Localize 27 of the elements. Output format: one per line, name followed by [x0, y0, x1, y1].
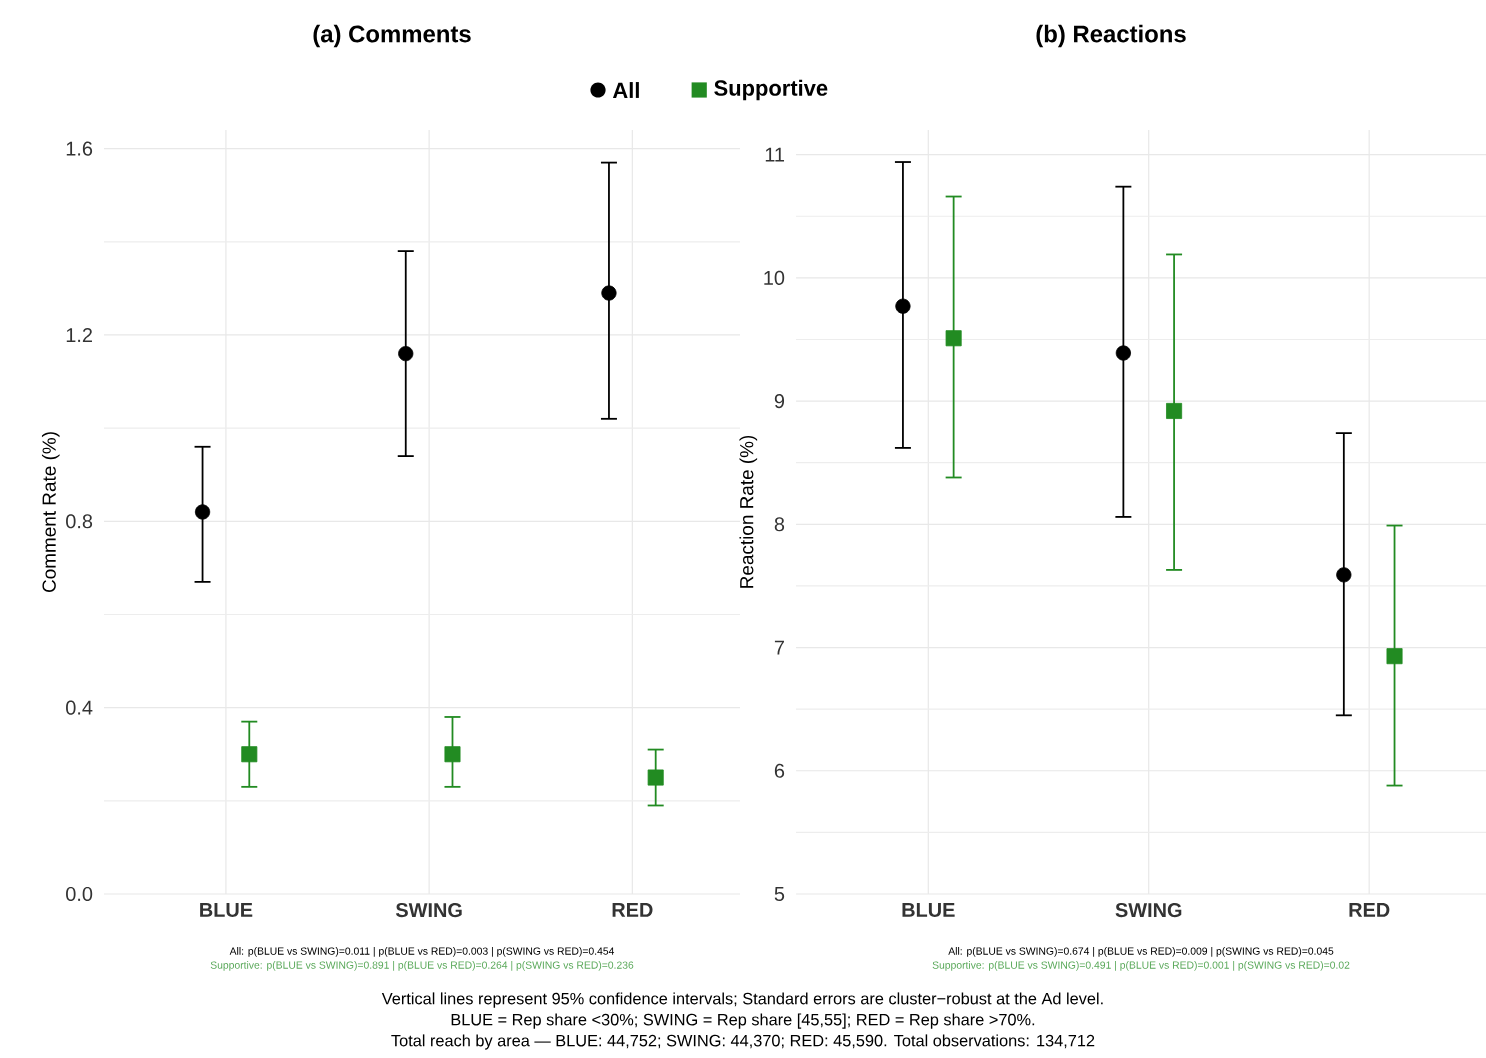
- x-tick-label: SWING: [1115, 903, 1182, 918]
- y-tick-label: 7: [774, 640, 784, 655]
- y-tick-label: 10: [764, 270, 785, 285]
- y-tick-label: 0.0: [66, 886, 93, 902]
- text: Vertical lines represent 95% confidence intervals; Standard errors are cluster−robust at the Ad level.: [381, 992, 1103, 1008]
- y-axis-title: Reaction Rate (%): [739, 435, 758, 588]
- x-tick-label: RED: [612, 903, 653, 917]
- text: BLUE = Rep share <30%; SWING = Rep share [45,55]; RED = Rep share >70%.: [451, 1013, 1035, 1029]
- y-axis-title: Comment Rate (%): [41, 432, 60, 593]
- y-tick-label: 6: [774, 763, 785, 778]
- y-tick-label: 5: [774, 887, 785, 901]
- x-tick-label: SWING: [395, 903, 462, 918]
- y-tick-label: 0.8: [66, 514, 93, 529]
- legend-label: All: [612, 82, 639, 98]
- x-tick-label: BLUE: [902, 903, 955, 917]
- legend-label: Supportive: [714, 79, 828, 101]
- y-tick-label: 1.6: [66, 141, 93, 156]
- y-tick-label: 1.2: [66, 328, 92, 342]
- x-tick-label: RED: [1349, 903, 1390, 917]
- x-tick-label: BLUE: [200, 903, 253, 917]
- y-tick-label: 0.4: [66, 700, 93, 715]
- chart-title: (b) Reactions: [1036, 24, 1186, 48]
- y-tick-label: 11: [765, 147, 785, 162]
- text: Total reach by area — BLUE: 44,752; SWING: 44,370; RED: 45,590. Total observations: 134,712: [391, 1034, 1095, 1050]
- chart-title: (a) Comments: [313, 24, 471, 48]
- y-tick-label: 8: [774, 517, 785, 532]
- y-tick-label: 9: [774, 394, 785, 409]
